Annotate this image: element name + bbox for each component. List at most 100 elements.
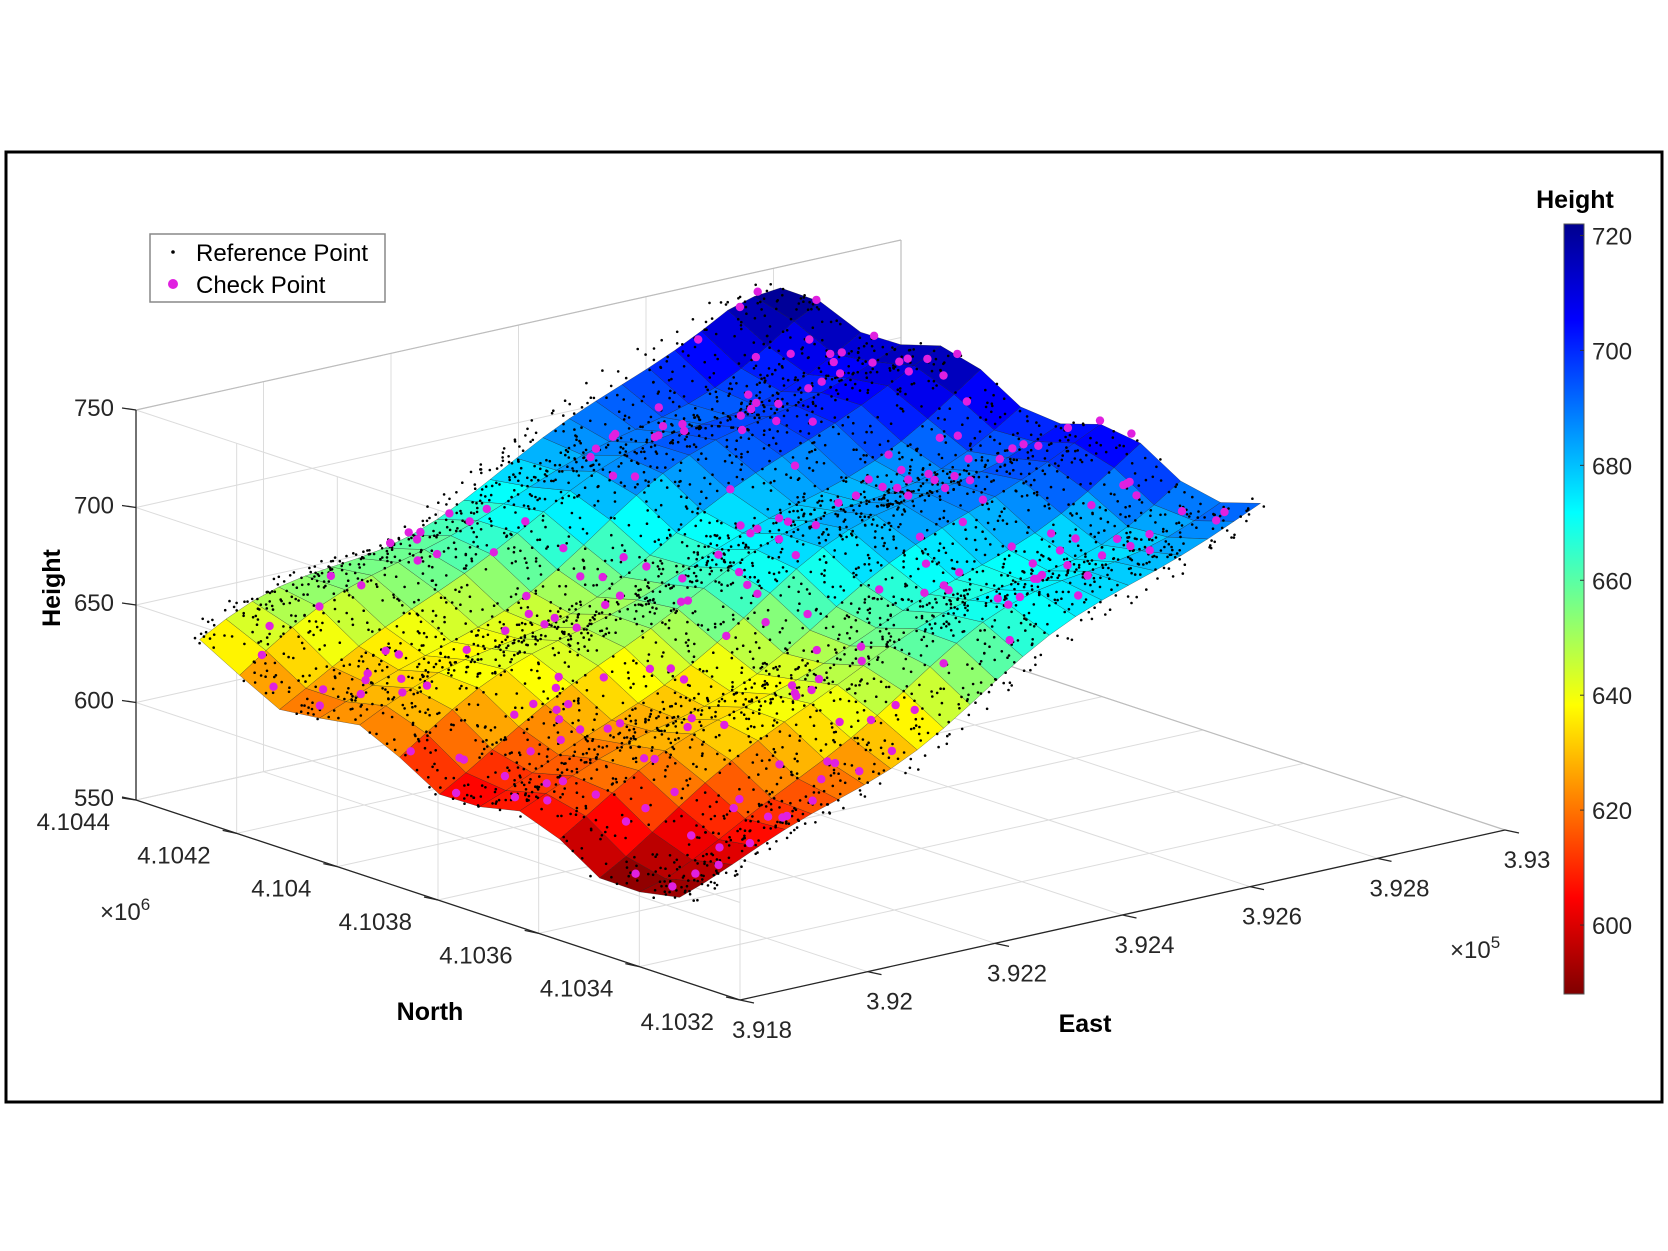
reference-point bbox=[442, 550, 446, 553]
reference-point bbox=[1032, 625, 1036, 628]
reference-point bbox=[545, 547, 548, 550]
reference-point bbox=[772, 436, 775, 440]
reference-point bbox=[510, 462, 514, 465]
reference-point bbox=[592, 396, 596, 400]
reference-point bbox=[417, 581, 420, 585]
reference-point bbox=[832, 555, 836, 559]
reference-point bbox=[660, 479, 663, 482]
reference-point bbox=[766, 683, 769, 686]
reference-point bbox=[666, 355, 669, 359]
reference-point bbox=[1189, 512, 1192, 515]
reference-point bbox=[980, 456, 984, 459]
reference-point bbox=[375, 583, 378, 586]
reference-point bbox=[475, 535, 479, 539]
reference-point bbox=[333, 556, 337, 559]
reference-point bbox=[1156, 577, 1159, 580]
reference-point bbox=[821, 533, 824, 536]
reference-point bbox=[716, 357, 719, 361]
reference-point bbox=[827, 595, 830, 598]
reference-point bbox=[346, 579, 350, 582]
reference-point bbox=[1089, 583, 1092, 587]
reference-point bbox=[539, 573, 543, 576]
reference-point bbox=[836, 495, 840, 498]
reference-point bbox=[1072, 502, 1075, 506]
reference-point bbox=[797, 819, 801, 823]
reference-point bbox=[295, 586, 299, 589]
reference-point bbox=[1109, 492, 1113, 496]
reference-point bbox=[666, 765, 669, 768]
reference-point bbox=[667, 737, 670, 741]
reference-point bbox=[558, 470, 561, 473]
reference-point bbox=[1060, 458, 1064, 462]
reference-point bbox=[785, 473, 788, 476]
reference-point bbox=[489, 493, 493, 497]
reference-point bbox=[811, 410, 814, 414]
reference-point bbox=[616, 746, 619, 750]
reference-point bbox=[740, 452, 743, 456]
reference-point bbox=[646, 585, 649, 588]
reference-point bbox=[844, 480, 848, 483]
check-point bbox=[735, 794, 744, 804]
reference-point bbox=[593, 748, 596, 751]
reference-point bbox=[636, 347, 639, 351]
reference-point bbox=[588, 604, 592, 608]
reference-point bbox=[594, 818, 598, 822]
reference-point bbox=[538, 497, 541, 500]
reference-point bbox=[629, 737, 633, 740]
reference-point bbox=[1211, 527, 1215, 530]
reference-point bbox=[812, 703, 815, 707]
reference-point bbox=[503, 736, 507, 739]
reference-point bbox=[621, 701, 625, 705]
reference-point bbox=[897, 638, 901, 641]
reference-point bbox=[608, 478, 611, 482]
reference-point bbox=[648, 715, 652, 718]
check-point bbox=[315, 701, 324, 710]
reference-point bbox=[680, 814, 683, 818]
reference-point bbox=[925, 478, 929, 482]
reference-point bbox=[439, 596, 443, 599]
reference-point bbox=[989, 599, 993, 603]
check-point bbox=[939, 659, 948, 668]
reference-point bbox=[943, 418, 946, 421]
reference-point bbox=[731, 685, 734, 688]
y-tick-mark-1 bbox=[625, 963, 640, 968]
reference-point bbox=[909, 575, 912, 578]
reference-point bbox=[348, 663, 352, 666]
reference-point bbox=[777, 362, 781, 366]
reference-point bbox=[997, 553, 1000, 557]
reference-point bbox=[796, 496, 799, 499]
reference-point bbox=[768, 459, 771, 463]
reference-point bbox=[825, 527, 829, 531]
check-point bbox=[621, 817, 631, 826]
reference-point bbox=[766, 374, 769, 377]
reference-point bbox=[713, 881, 716, 885]
reference-point bbox=[646, 599, 650, 603]
reference-point bbox=[640, 399, 644, 403]
reference-point bbox=[629, 719, 633, 723]
reference-point bbox=[497, 798, 501, 802]
reference-point bbox=[657, 390, 660, 394]
reference-point bbox=[427, 776, 430, 779]
reference-point bbox=[576, 699, 580, 702]
reference-point bbox=[264, 603, 268, 606]
reference-point bbox=[786, 402, 789, 405]
y-tick-mark-4 bbox=[323, 863, 338, 868]
reference-point bbox=[876, 656, 880, 659]
reference-point bbox=[938, 495, 942, 498]
reference-point bbox=[301, 674, 305, 678]
reference-point bbox=[536, 538, 539, 542]
check-point bbox=[1177, 507, 1187, 516]
reference-point bbox=[1077, 563, 1081, 567]
reference-point bbox=[892, 623, 896, 627]
reference-point bbox=[811, 302, 815, 306]
check-point bbox=[683, 596, 693, 605]
reference-point bbox=[651, 853, 654, 856]
reference-point bbox=[847, 352, 851, 355]
reference-point bbox=[1167, 542, 1171, 546]
reference-point bbox=[760, 308, 763, 311]
reference-point bbox=[864, 748, 868, 752]
reference-point bbox=[1132, 548, 1135, 552]
reference-point bbox=[808, 668, 811, 672]
reference-point bbox=[517, 639, 520, 643]
reference-point bbox=[535, 614, 539, 617]
